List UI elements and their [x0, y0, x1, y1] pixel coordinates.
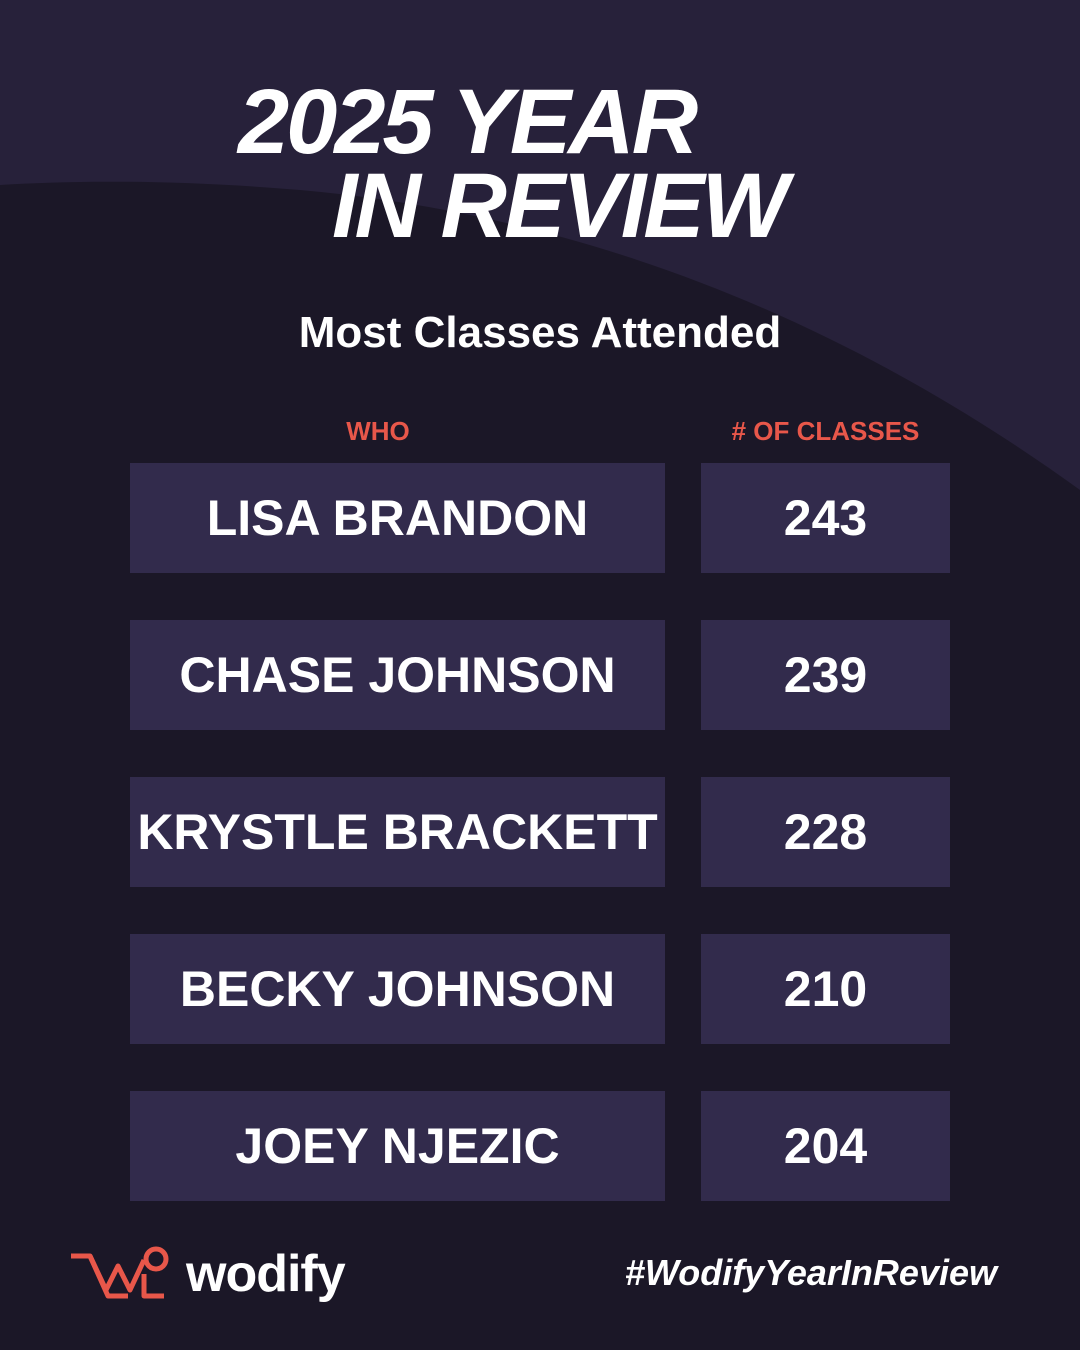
class-count: 210: [701, 934, 950, 1044]
brand-name: wodify: [186, 1245, 346, 1303]
class-count: 239: [701, 620, 950, 730]
class-count: 228: [701, 777, 950, 887]
column-header: WHO: [346, 416, 410, 446]
class-count: 243: [701, 463, 950, 573]
title-line: IN REVIEW: [332, 155, 788, 257]
subtitle: Most Classes Attended: [298, 308, 782, 357]
column-header: # OF CLASSES: [731, 416, 920, 446]
hashtag: #WodifyYearInReview: [624, 1252, 997, 1293]
title-line: 2025 YEAR: [238, 71, 698, 173]
class-count: 204: [701, 1091, 950, 1201]
logo-icon: [71, 1246, 169, 1299]
member-name: BECKY JOHNSON: [130, 934, 665, 1044]
member-name: LISA BRANDON: [130, 463, 665, 573]
member-name: CHASE JOHNSON: [130, 620, 665, 730]
member-name: KRYSTLE BRACKETT: [130, 777, 665, 887]
member-name: JOEY NJEZIC: [130, 1091, 665, 1201]
